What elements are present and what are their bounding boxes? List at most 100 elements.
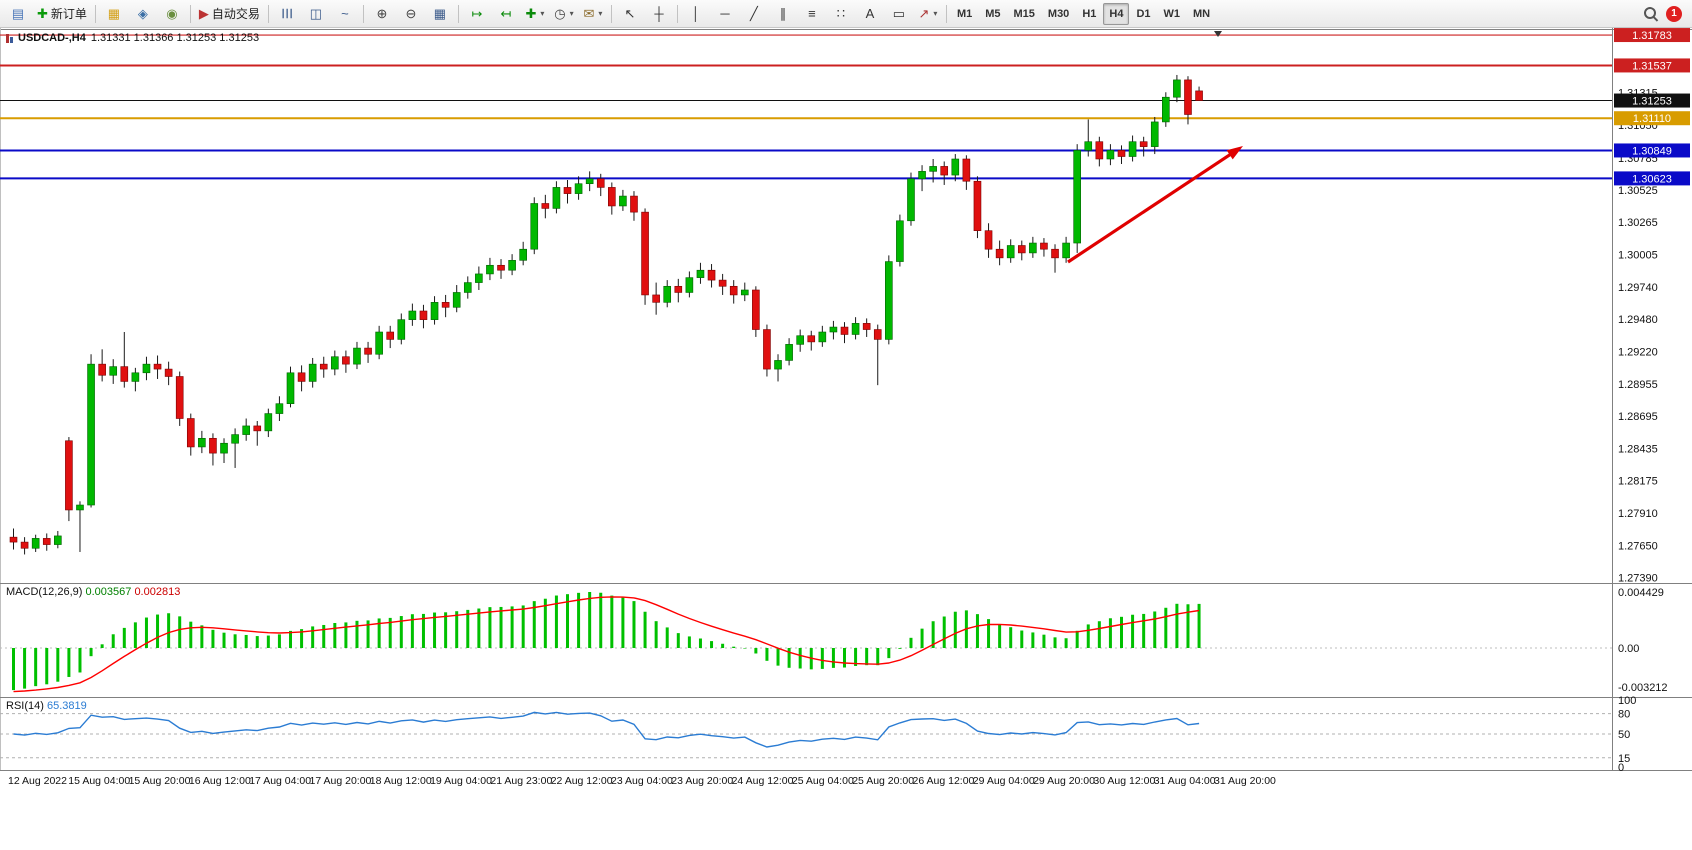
candle-down (153, 363, 162, 370)
shapes-tool-button[interactable]: ∷ (827, 2, 855, 26)
channel-tool-button[interactable]: ∥ (769, 2, 797, 26)
auto-trading-button[interactable]: ▶ 自动交易 (195, 2, 264, 26)
candle-down (65, 440, 73, 511)
horizontal-line-tool-button[interactable]: ─ (711, 2, 739, 26)
candle-down (253, 425, 262, 432)
candle-down (441, 302, 450, 308)
terminal-button[interactable]: ▤ (4, 2, 32, 26)
candle-up (685, 277, 694, 293)
trendline-tool-button[interactable]: ╱ (740, 2, 768, 26)
new-order-button[interactable]: ✚ 新订单 (33, 2, 91, 26)
candle-up (1073, 150, 1081, 244)
candle-up (452, 292, 461, 308)
zoom-out-button[interactable]: ⊖ (397, 2, 425, 26)
candle-down (386, 331, 395, 340)
chart-title: USDCAD-,H4 1.31331 1.31366 1.31253 1.312… (6, 32, 259, 44)
timeframe-h4-button[interactable]: H4 (1103, 2, 1130, 25)
price-tick-label: 1.29740 (1618, 282, 1658, 294)
candle-up (796, 335, 804, 345)
candle-down (342, 356, 350, 365)
timeframe-d1-button[interactable]: D1 (1136, 7, 1151, 20)
candle-up (530, 203, 539, 250)
notification-badge[interactable]: 1 (1666, 5, 1682, 22)
candle-down (707, 269, 716, 281)
candle-up (1150, 121, 1159, 147)
candle-down (1184, 79, 1192, 115)
cursor-button[interactable]: ↖ (616, 2, 644, 26)
candle-down (840, 326, 849, 335)
candle-up (907, 178, 915, 222)
candle-down (962, 158, 971, 182)
trend-arrow[interactable] (1067, 150, 1236, 264)
candle-down (984, 230, 993, 250)
candle-down (674, 285, 683, 293)
label-tool-button[interactable]: ▭ (885, 2, 913, 26)
arrows-tool-button[interactable]: ↗ ▾ (914, 2, 942, 26)
candle-down (641, 211, 649, 296)
periods-button[interactable]: ◷ ▾ (550, 2, 578, 26)
timeframe-h1-button[interactable]: H1 (1082, 7, 1097, 20)
tile-windows-button[interactable]: ▦ (426, 2, 454, 26)
chart-shift-marker[interactable] (1214, 31, 1222, 37)
profiles-button[interactable]: ◈ (129, 2, 157, 26)
crosshair-button[interactable]: ┼ (645, 2, 673, 26)
time-axis-label: 30 Aug 12:00 (1093, 775, 1155, 787)
candle-chart-mode-button[interactable]: ◫ (302, 2, 330, 26)
chart-ohlc-values: 1.31331 1.31366 1.31253 1.31253 (90, 32, 260, 44)
chart-shift-button[interactable]: ↤ (492, 2, 520, 26)
macd-axis-label: -0.003212 (1618, 682, 1668, 694)
price-tick-label: 1.28175 (1618, 475, 1658, 487)
timeframe-mn-button[interactable]: MN (1193, 7, 1211, 20)
text-tool-button[interactable]: A (856, 2, 884, 26)
candle-up (31, 538, 40, 549)
hline-icon: ─ (720, 6, 730, 21)
time-axis-label: 31 Aug 20:00 (1214, 775, 1276, 787)
candle-up (76, 504, 84, 511)
line-chart-mode-button[interactable]: ~ (331, 2, 359, 26)
candle-up (896, 220, 904, 262)
candle-up (818, 331, 827, 343)
trend-arrow-head (1226, 146, 1243, 160)
candle-up (375, 331, 383, 355)
candle-up (552, 187, 561, 209)
candle-up (87, 363, 95, 506)
shapes-icon: ∷ (836, 6, 846, 21)
candle-up (475, 273, 483, 283)
candle-up (508, 260, 516, 271)
toolbar-separator (189, 4, 191, 23)
bar-chart-mode-button[interactable]: ☰ (273, 2, 301, 26)
templates-button[interactable]: ✉ ▾ (579, 2, 607, 26)
candle-down (164, 368, 173, 377)
auto-scroll-button[interactable]: ↦ (463, 2, 491, 26)
zoom-in-button[interactable]: ⊕ (368, 2, 396, 26)
chart-symbol-period: USDCAD-,H4 (18, 32, 86, 44)
main-toolbar: ▤ ✚ 新订单 ▦ ◈ ◉ ▶ 自动交易 ☰ ◫ ~ ⊕ ⊖ ▦ ↦ ↤ ✚ ▾ ◷ ▾ ✉ ▾ ↖ ┼ │ ─ ╱ ∥ ≡ ∷ A ▭ ↗ ▾ M… (0, 0, 1692, 28)
time-axis-label: 18 Aug 12:00 (370, 775, 432, 787)
candle-up (286, 372, 295, 404)
candle-down (9, 536, 18, 543)
timeframe-m1-button[interactable]: M1 (956, 7, 973, 20)
timeframe-w1-button[interactable]: W1 (1163, 7, 1181, 20)
chart-canvas[interactable]: 1.313151.310501.307851.305251.302651.300… (0, 28, 1692, 850)
indicators-button[interactable]: ✚ ▾ (521, 2, 549, 26)
candle-up (918, 171, 926, 180)
timeframe-m5-button[interactable]: M5 (985, 7, 1001, 20)
candle-up (408, 310, 417, 320)
search-icon[interactable] (1643, 6, 1659, 22)
timeframe-m30-button[interactable]: M30 (1047, 7, 1070, 20)
rsi-line (13, 711, 1200, 748)
fibonacci-tool-button[interactable]: ≡ (798, 2, 826, 26)
candle-down (1017, 245, 1026, 254)
autoscroll-icon: ↦ (471, 6, 483, 21)
alerts-button[interactable]: ◉ (158, 2, 186, 26)
new-chart-button[interactable]: ▦ (100, 2, 128, 26)
zoom-in-icon: ⊕ (376, 6, 388, 21)
profile-icon: ◈ (137, 6, 148, 21)
time-axis-label: 29 Aug 20:00 (1033, 775, 1095, 787)
shift-icon: ↤ (500, 6, 512, 21)
candle-down (596, 178, 605, 188)
candle-down (297, 372, 306, 382)
vertical-line-tool-button[interactable]: │ (682, 2, 710, 26)
price-tick-label: 1.27650 (1618, 540, 1658, 552)
timeframe-m15-button[interactable]: M15 (1013, 7, 1035, 20)
